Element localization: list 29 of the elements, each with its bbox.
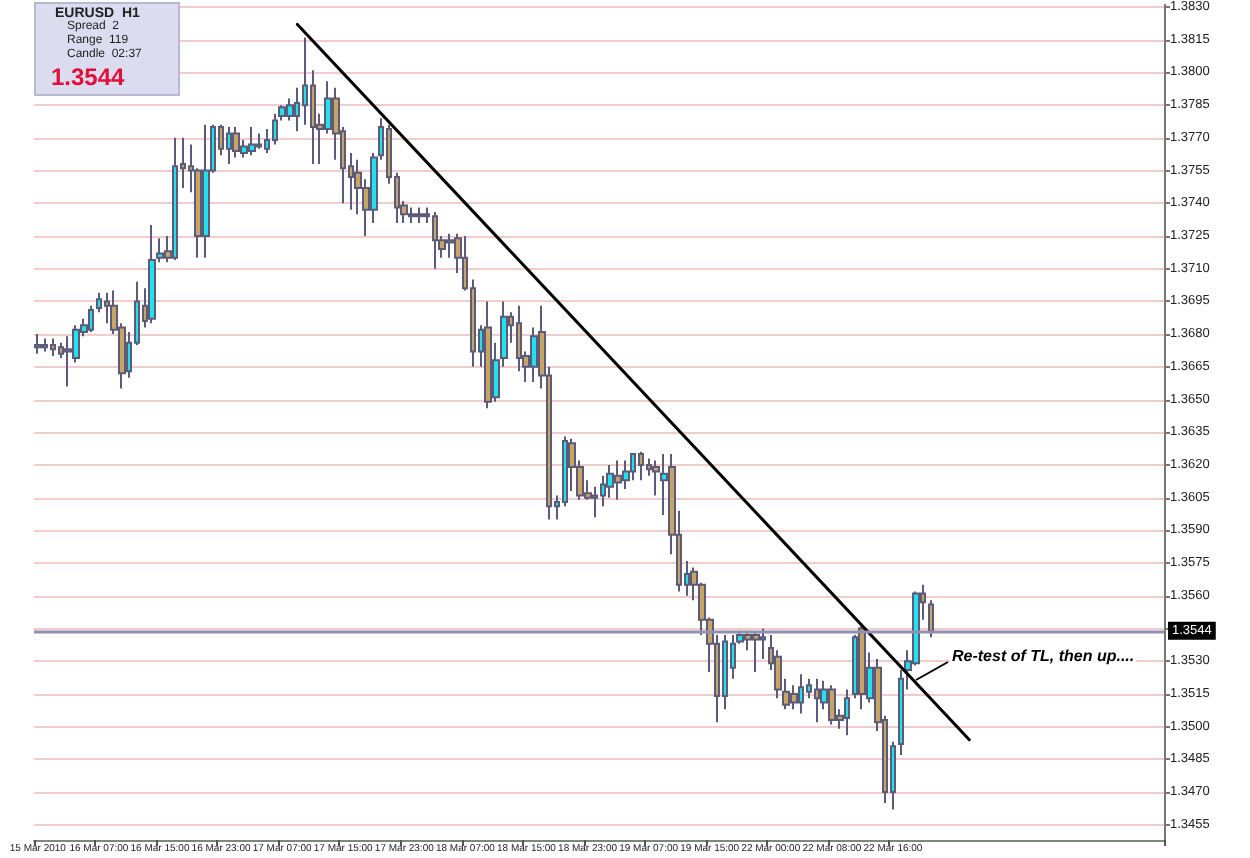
candlestick: [272, 112, 278, 146]
candlestick: [606, 463, 614, 499]
candlestick: [638, 450, 644, 482]
candlestick: [256, 132, 262, 150]
candlestick: [614, 459, 622, 501]
candlestick: [928, 599, 934, 639]
candlestick: [798, 673, 804, 715]
candlestick: [484, 300, 492, 410]
candlestick: [814, 677, 820, 724]
candlestick: [34, 333, 42, 355]
candlestick: [42, 337, 48, 353]
candlestick: [202, 123, 210, 259]
candlestick: [408, 206, 416, 224]
candlestick: [416, 206, 424, 224]
candlestick: [630, 453, 636, 482]
candlestick: [432, 210, 438, 270]
candlestick: [752, 631, 760, 674]
candlestick: [248, 125, 256, 157]
candlestick: [232, 125, 240, 159]
candlestick: [148, 224, 156, 325]
candlestick: [844, 688, 850, 737]
annotation: 1.3544: [51, 63, 126, 91]
candlestick: [828, 684, 836, 726]
candlestick: [226, 125, 232, 166]
candlestick: [858, 625, 866, 711]
candlestick: [50, 337, 56, 357]
annotation: Re-test of TL, then up....: [952, 647, 1135, 665]
candlestick: [172, 136, 178, 261]
candlestick: [88, 304, 94, 333]
